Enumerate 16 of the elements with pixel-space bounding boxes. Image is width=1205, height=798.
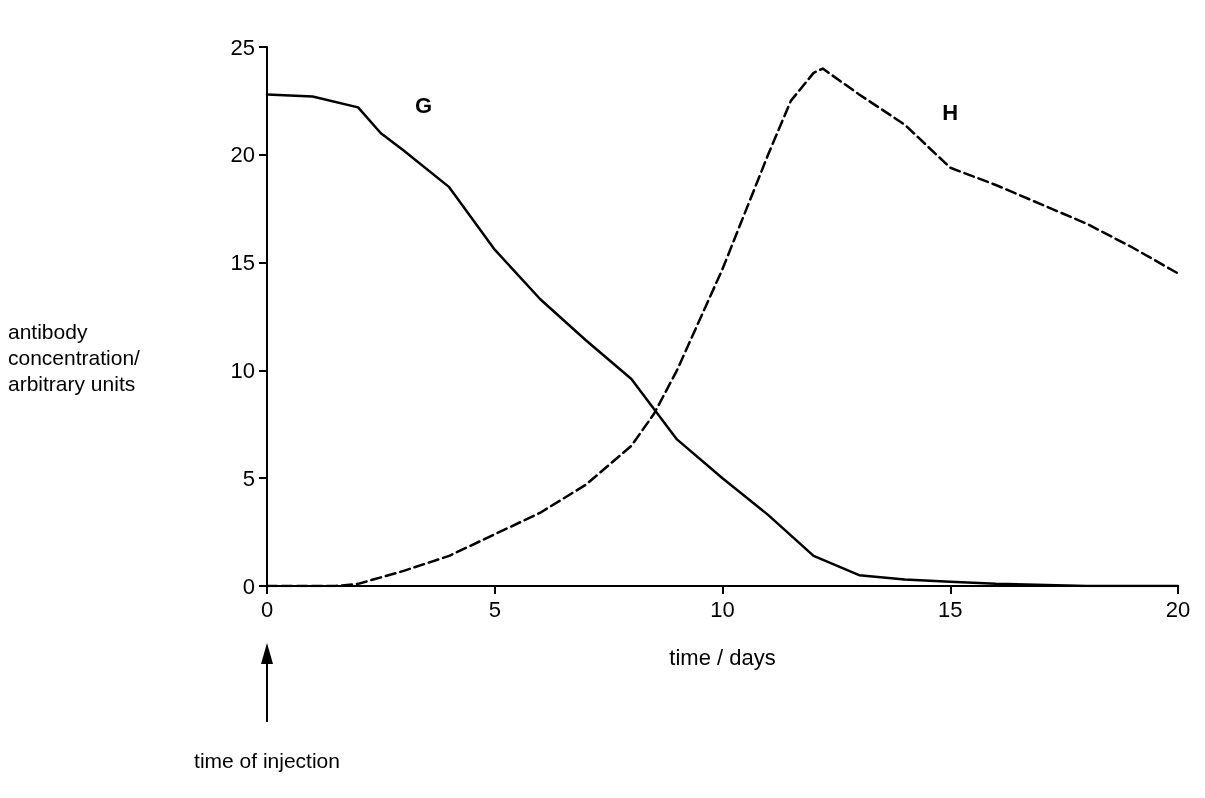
y-tick-label: 25 [230, 34, 255, 60]
y-tick-label: 5 [242, 465, 255, 491]
x-tick-label: 10 [710, 596, 735, 622]
y-axis-title: antibody concentration/ arbitrary units [8, 319, 141, 395]
x-axis-title: time / days [669, 644, 776, 670]
y-tick-label: 10 [230, 357, 255, 383]
text: time of injection [194, 748, 340, 772]
x-tick-label: 15 [938, 596, 963, 622]
x-tick-label: 20 [1165, 596, 1191, 622]
y-tick-label: 15 [230, 250, 255, 276]
series-label: G [415, 92, 433, 118]
x-tick-label: 5 [488, 596, 501, 622]
series-label: H [942, 100, 959, 126]
x-tick-label: 0 [260, 596, 274, 622]
y-tick-label: 0 [242, 573, 255, 599]
y-tick-label: 20 [230, 142, 255, 168]
